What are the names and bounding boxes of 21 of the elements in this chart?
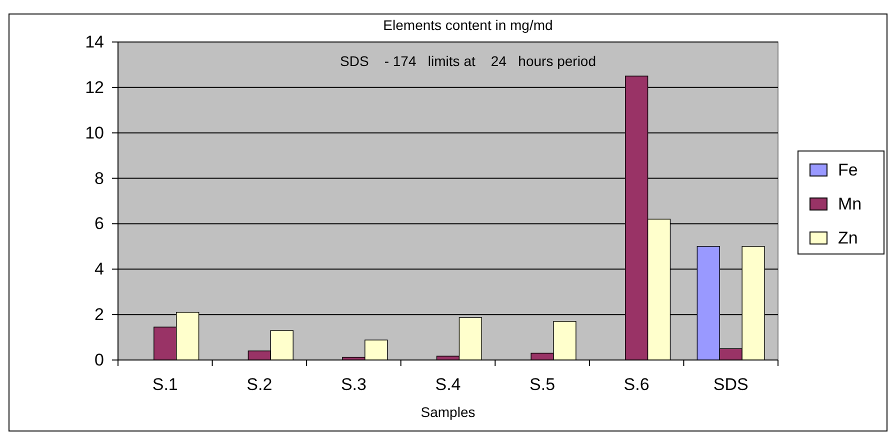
- y-tick-label: 4: [94, 260, 104, 279]
- x-tick-label: S.6: [624, 375, 650, 394]
- y-tick-label: 12: [85, 78, 104, 97]
- y-tick-label: 0: [94, 350, 104, 370]
- x-tick-label: S.5: [530, 375, 556, 394]
- x-tick-label: S.4: [435, 375, 461, 394]
- legend-label: Mn: [838, 194, 862, 214]
- y-tick-label: 10: [85, 123, 104, 142]
- y-tick-label: 8: [94, 168, 104, 188]
- y-tick-label: 6: [94, 214, 104, 234]
- x-tick-label: S.3: [340, 375, 366, 394]
- text: SDS - 174 limits at 24 hours period: [340, 53, 596, 69]
- x-axis-title: Samples: [420, 404, 476, 420]
- legend-label: Zn: [838, 228, 858, 248]
- x-tick-label: S.2: [246, 375, 272, 394]
- x-tick-label: S.1: [152, 375, 178, 394]
- y-tick-label: 2: [94, 305, 104, 324]
- legend-label: Fe: [838, 160, 858, 180]
- x-tick-label: SDS: [713, 375, 748, 394]
- y-tick-label: 14: [85, 32, 104, 52]
- chart-title: Elements content in mg/md: [383, 17, 553, 33]
